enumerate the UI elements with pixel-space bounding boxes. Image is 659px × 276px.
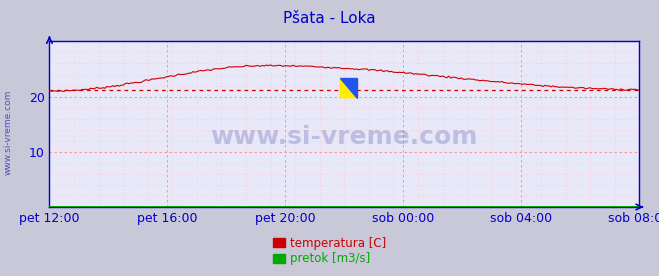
Polygon shape	[340, 78, 357, 98]
Text: www.si-vreme.com: www.si-vreme.com	[211, 126, 478, 149]
Polygon shape	[340, 78, 357, 98]
Text: www.si-vreme.com: www.si-vreme.com	[4, 90, 13, 175]
Legend: temperatura [C], pretok [m3/s]: temperatura [C], pretok [m3/s]	[268, 232, 391, 270]
Text: Pšata - Loka: Pšata - Loka	[283, 11, 376, 26]
